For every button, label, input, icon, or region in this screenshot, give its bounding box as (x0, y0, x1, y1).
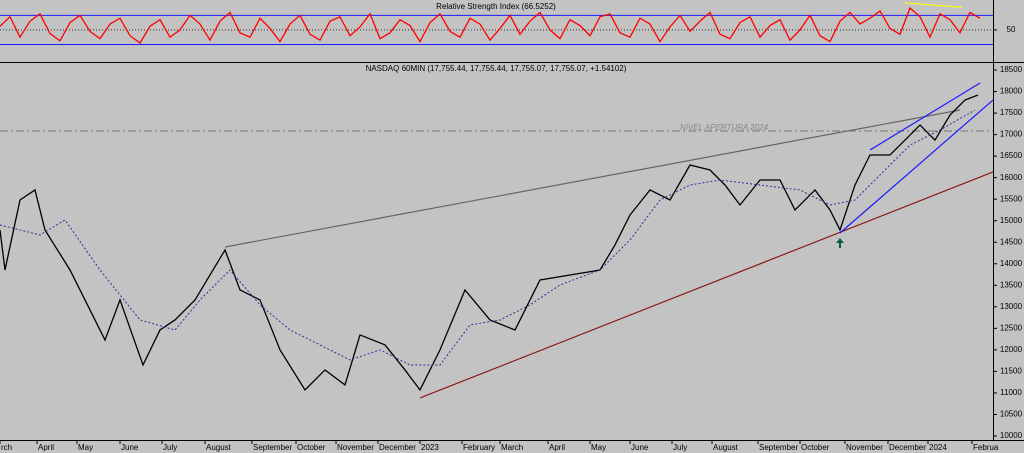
y-tick-label: 10000 (1000, 431, 1023, 440)
y-tick-label: 15500 (1000, 194, 1023, 203)
series-line (0, 6, 981, 44)
trend-line (839, 99, 994, 234)
trend-line (419, 171, 994, 399)
x-tick-label: April (549, 443, 565, 452)
x-tick-label: July (163, 443, 177, 452)
y-tick-label: 14000 (1000, 259, 1023, 268)
x-tick-label: Februa (973, 443, 999, 452)
y-tick-label: 15000 (1000, 216, 1023, 225)
series-line (0, 109, 976, 366)
y-tick-label: 11500 (1000, 367, 1022, 376)
trend-line (869, 82, 981, 151)
x-tick-label: May (78, 443, 93, 452)
x-tick-label: 2024 (929, 443, 947, 452)
y-tick-label: 50 (1007, 25, 1016, 34)
trend-line (904, 2, 963, 8)
x-tick-label: June (121, 443, 139, 452)
y-tick-label: 17000 (1000, 130, 1023, 139)
x-tick-label: October (297, 443, 326, 452)
x-tick-label: 2023 (421, 443, 439, 452)
y-tick-label: 16500 (1000, 151, 1023, 160)
price-title: NASDAQ 60MIN (17,755.44, 17,755.44, 17,7… (366, 64, 627, 73)
annotation: NIVEL APERTURA 2024 (680, 123, 769, 132)
y-tick-label: 18500 (1000, 65, 1023, 74)
x-tick-label: July (673, 443, 687, 452)
x-tick-label: September (759, 443, 798, 452)
y-tick-label: 12500 (1000, 323, 1023, 332)
x-tick-label: May (591, 443, 606, 452)
x-tick-label: December (379, 443, 416, 452)
y-tick-label: 16000 (1000, 173, 1023, 182)
arrow-icon (836, 238, 844, 248)
series-line (0, 94, 979, 392)
y-tick-label: 11000 (1000, 388, 1022, 397)
x-tick-label: November (337, 443, 374, 452)
trend-line (224, 109, 961, 248)
y-tick-label: 14500 (1000, 237, 1023, 246)
x-tick-label: December (889, 443, 926, 452)
y-tick-label: 13500 (1000, 280, 1023, 289)
y-tick-label: 18000 (1000, 87, 1023, 96)
x-tick-label: April (38, 443, 54, 452)
y-tick-label: 17500 (1000, 108, 1023, 117)
x-tick-label: September (253, 443, 292, 452)
x-tick-label: June (631, 443, 649, 452)
x-tick-label: rch (1, 443, 12, 452)
y-tick-label: 12000 (1000, 345, 1023, 354)
x-tick-label: August (713, 443, 739, 452)
x-tick-label: August (206, 443, 232, 452)
x-tick-label: October (801, 443, 830, 452)
x-tick-label: February (463, 443, 495, 452)
rsi-title: Relative Strength Index (66.5252) (436, 2, 556, 11)
y-tick-label: 13000 (1000, 302, 1023, 311)
x-tick-label: March (501, 443, 523, 452)
y-tick-label: 10500 (1000, 410, 1023, 419)
x-tick-label: November (846, 443, 883, 452)
